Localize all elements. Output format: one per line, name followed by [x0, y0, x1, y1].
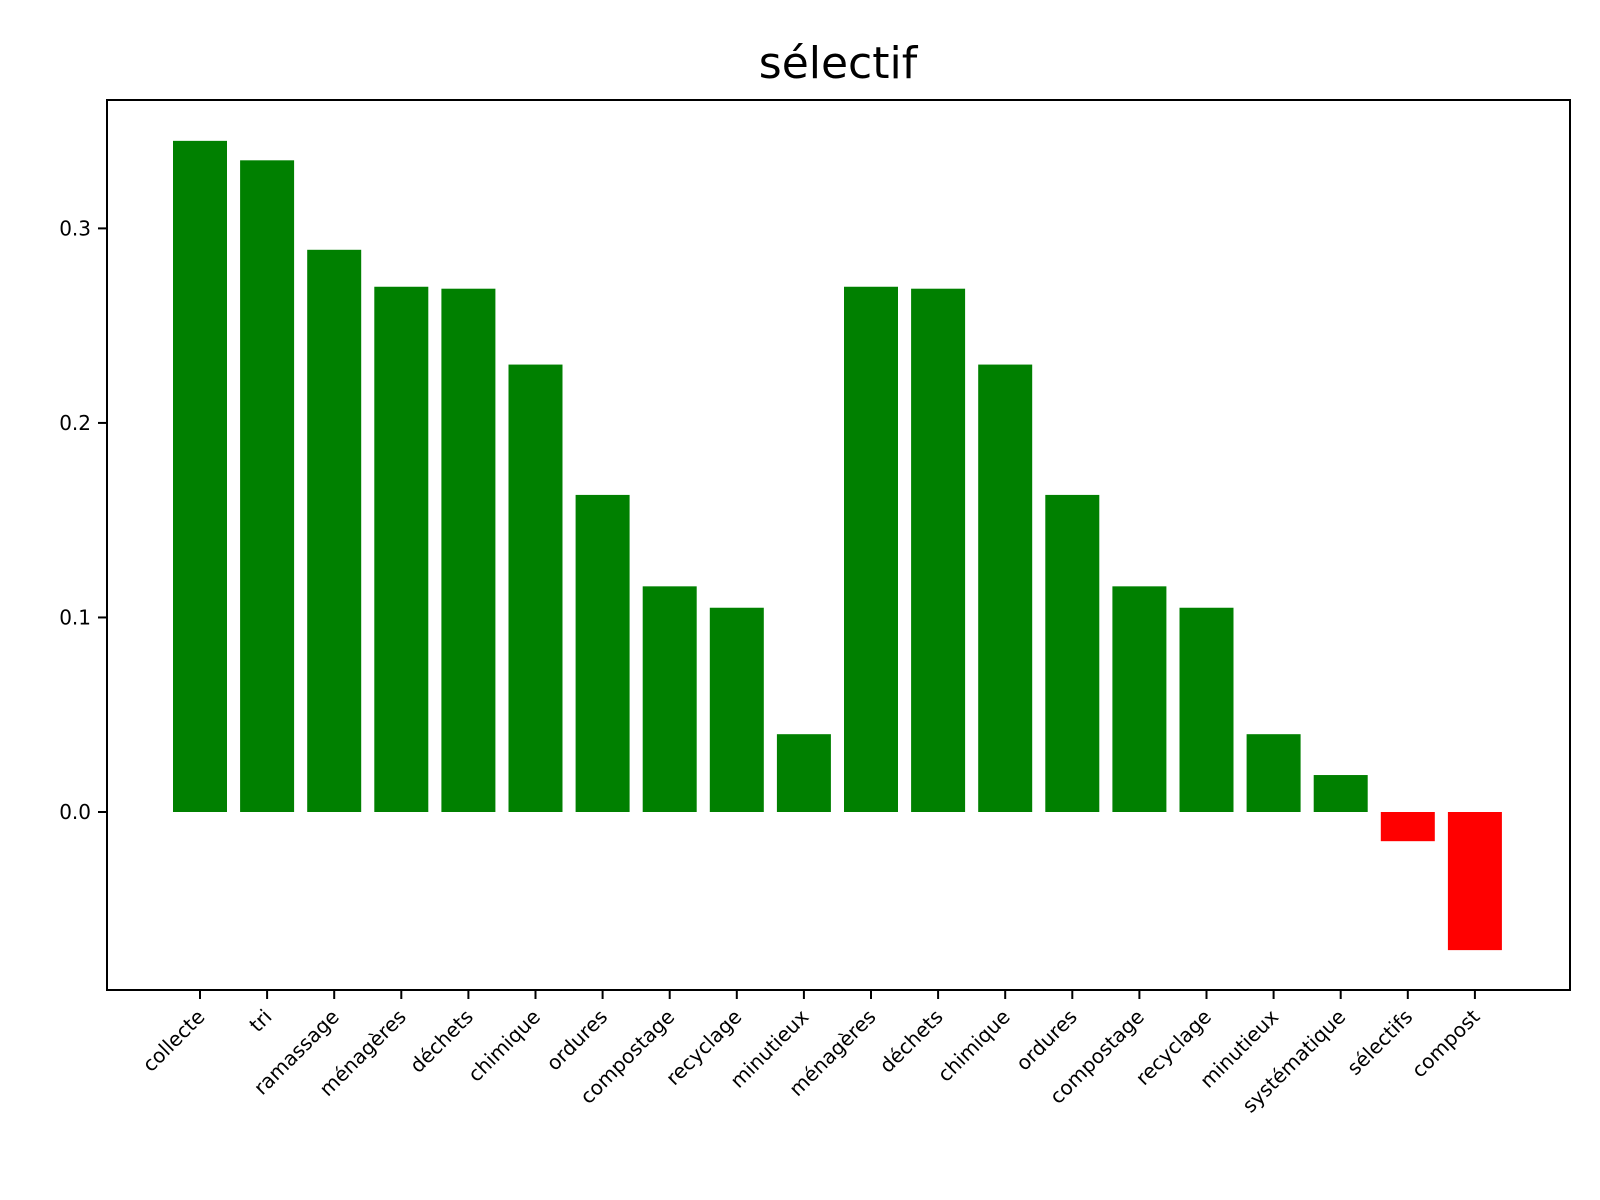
- chart-title: sélectif: [759, 38, 919, 89]
- y-tick-label: 0.3: [59, 216, 91, 240]
- bar-16: [1179, 607, 1234, 812]
- y-tick-label: 0.1: [59, 605, 91, 629]
- bar-20: [1447, 812, 1502, 951]
- bar-9: [709, 607, 764, 812]
- x-tick-label: compost: [1407, 1004, 1485, 1082]
- bar-14: [1045, 494, 1100, 812]
- x-tick-label: tri: [244, 1005, 276, 1037]
- bar-19: [1380, 812, 1435, 842]
- bar-7: [575, 494, 630, 812]
- x-axis: collecte triramassageménagèresdéchetschim…: [138, 990, 1485, 1117]
- bar-13: [978, 364, 1033, 812]
- x-tick-label: chimique: [463, 1005, 545, 1087]
- bar-2: [240, 160, 295, 812]
- y-tick-label: 0.2: [59, 411, 91, 435]
- bar-8: [642, 586, 697, 812]
- x-tick-label: sélectifs: [1342, 1005, 1417, 1080]
- bar-12: [911, 288, 966, 812]
- plot-frame: [106, 99, 1571, 991]
- bar-18: [1313, 775, 1368, 812]
- y-tick-label: 0.0: [59, 800, 91, 824]
- bar-11: [844, 286, 898, 812]
- bar-6: [508, 364, 563, 812]
- bar-5: [441, 288, 496, 812]
- y-axis: 0.0 0.1 0.2 0.3: [59, 216, 107, 824]
- bar-4: [374, 286, 429, 812]
- bar-1: [173, 140, 227, 813]
- x-tick-label: collecte: [138, 1005, 210, 1077]
- bar-15: [1112, 586, 1167, 812]
- bar-17: [1246, 734, 1301, 812]
- x-tick-label: chimique: [933, 1005, 1015, 1087]
- bar-3: [307, 249, 362, 813]
- bar-10: [776, 734, 831, 812]
- bars-layer: [173, 140, 1502, 951]
